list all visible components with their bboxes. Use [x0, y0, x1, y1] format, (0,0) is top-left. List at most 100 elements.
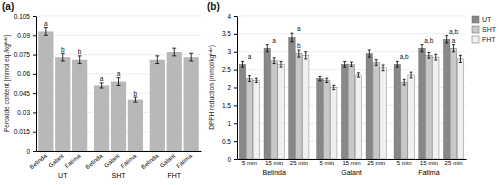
error-bar-cap	[266, 44, 269, 45]
error-bar-cap	[241, 61, 244, 62]
error-bar-stem	[174, 48, 175, 56]
error-bar-cap	[445, 42, 448, 43]
x-tick-label: Belinda	[140, 152, 160, 170]
annotation: a	[117, 70, 121, 77]
chart-svg: 00.0150.030.0450.060.0750.090.105Peroxid…	[0, 0, 500, 185]
bar	[401, 82, 407, 159]
legend-swatch	[472, 16, 479, 23]
x-tick-label: Fatima	[175, 152, 193, 169]
x-tick-label: Belinda	[29, 152, 49, 170]
error-bar-cap	[255, 78, 258, 79]
x-tick-label: 15 min	[265, 160, 283, 166]
y-tick-mark	[234, 34, 237, 35]
error-bar-stem	[118, 78, 119, 86]
error-bar-cap	[318, 80, 321, 81]
error-bar-stem	[191, 53, 192, 61]
x-group-label: Belinda	[262, 169, 285, 176]
bar	[111, 82, 126, 151]
error-bar-stem	[358, 73, 359, 77]
legend-label: UT	[482, 16, 492, 23]
y-tick: 0.105	[14, 13, 36, 20]
error-bar-cap	[434, 59, 437, 60]
error-bar	[133, 97, 137, 102]
error-bar-cap	[61, 61, 65, 62]
error-bar-stem	[376, 60, 377, 66]
y-tick-label: 0.045	[14, 90, 31, 97]
y-tick-mark	[33, 16, 36, 17]
error-bar-cap	[248, 81, 251, 82]
error-bar	[290, 33, 293, 42]
error-bar-cap	[357, 77, 360, 78]
error-bar-stem	[369, 50, 370, 57]
bar	[246, 79, 252, 159]
error-bar-cap	[290, 33, 293, 34]
annotation: a	[452, 37, 456, 44]
error-bar	[427, 52, 430, 58]
error-bar-cap	[155, 55, 159, 56]
x-group-label: UT	[58, 172, 68, 179]
grid-line	[36, 16, 201, 17]
error-bar	[375, 60, 378, 66]
x-tick: 5 min	[242, 160, 257, 166]
error-bar-stem	[157, 56, 158, 64]
error-bar-stem	[326, 78, 327, 82]
y-tick-label: 0.03	[17, 109, 30, 116]
bar	[72, 60, 87, 151]
bar	[289, 37, 295, 159]
error-bar-cap	[304, 51, 307, 52]
error-bar-cap	[318, 76, 321, 77]
annotation: a	[100, 75, 104, 82]
y-tick-mark	[33, 93, 36, 94]
bar	[426, 55, 432, 159]
error-bar-stem	[291, 33, 292, 42]
error-bar-stem	[242, 61, 243, 67]
x-axis-groups: BelindaGalantFatima	[238, 160, 467, 176]
y-tick-mark	[234, 88, 237, 89]
error-bar-cap	[297, 57, 300, 58]
x-tick-label: Fatima	[64, 152, 82, 169]
error-bar	[266, 45, 269, 52]
error-bar	[459, 55, 462, 62]
annotation: a	[272, 37, 276, 44]
error-bar	[420, 45, 423, 52]
x-axis-groups: UTSHTFHT	[37, 152, 202, 179]
y-axis-line	[237, 17, 238, 160]
x-axis: BelindaGalantFatima	[140, 152, 194, 170]
y-tick-mark	[234, 123, 237, 124]
x-tick: Galant	[159, 153, 177, 169]
bar	[55, 57, 70, 151]
x-tick-label: 15 min	[420, 160, 438, 166]
bar	[94, 85, 109, 151]
error-bar-cap	[172, 55, 176, 56]
error-bar-cap	[332, 85, 335, 86]
error-bar-cap	[133, 97, 137, 98]
bar	[253, 80, 259, 159]
x-group-label: FHT	[167, 172, 181, 179]
error-bar-cap	[290, 41, 293, 42]
x-tick: Fatima	[119, 152, 137, 169]
y-tick-mark	[234, 105, 237, 106]
y-axis: 00.511.522.533.54	[222, 13, 238, 163]
bar	[341, 64, 347, 159]
y-tick: 0.075	[14, 51, 36, 58]
x-tick-label: Galant	[103, 153, 121, 169]
y-tick-label: 3	[227, 48, 231, 55]
y-tick-mark	[33, 35, 36, 36]
error-bar-cap	[266, 51, 269, 52]
error-bar	[280, 61, 283, 67]
error-bar	[445, 36, 448, 43]
error-bar	[273, 58, 276, 64]
x-axis: BelindaGalantFatima	[84, 152, 138, 170]
y-tick-label: 0.075	[14, 51, 31, 58]
error-bar	[396, 61, 399, 67]
legend: UTSHTFHT	[472, 16, 497, 43]
y-tick-mark	[33, 151, 36, 152]
error-bar	[189, 53, 193, 61]
error-bar-stem	[45, 28, 46, 36]
x-tick: 25 min	[367, 160, 385, 166]
error-bar-cap	[459, 62, 462, 63]
error-bar	[382, 65, 385, 71]
error-bar-stem	[256, 78, 257, 82]
error-bar-cap	[325, 78, 328, 79]
error-bar-cap	[280, 67, 283, 68]
